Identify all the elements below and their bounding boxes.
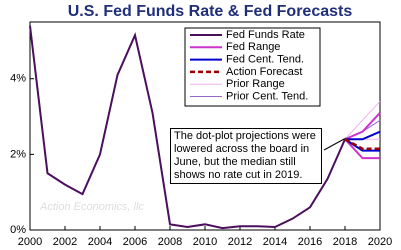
series-line [344, 101, 381, 140]
x-tick-label: 2002 [53, 236, 77, 248]
x-tick-label: 2012 [228, 236, 252, 248]
annotation: The dot-plot projections were lowered ac… [170, 128, 322, 184]
series-line [344, 138, 380, 152]
x-tick-label: 2008 [158, 236, 182, 248]
y-tick-label: 2% [10, 148, 26, 160]
series-line [344, 138, 380, 160]
legend [184, 27, 321, 107]
annotation-arrow [323, 137, 347, 151]
chart-title: U.S. Fed Funds Rate & Fed Forecasts [68, 3, 353, 20]
legend-label: Fed Cent. Tend. [226, 54, 304, 66]
legend-label: Prior Range [226, 78, 285, 90]
y-tick-label: 0% [10, 224, 26, 236]
legend-label: Action Forecast [226, 66, 302, 78]
series-line [345, 130, 381, 141]
y-tick-label: 4% [10, 73, 26, 85]
x-tick-label: 2016 [298, 236, 322, 248]
series-line [29, 25, 346, 230]
legend-label: Prior Cent. Tend. [226, 90, 308, 102]
x-tick-label: 2006 [123, 236, 147, 248]
series-line [344, 138, 380, 150]
series-line [344, 112, 381, 141]
legend-label: Fed Funds Rate [226, 29, 305, 41]
series-line [345, 131, 381, 140]
x-tick-label: 2010 [193, 236, 217, 248]
x-tick-label: 2018 [333, 236, 357, 248]
x-tick-label: 2000 [18, 236, 42, 248]
legend-label: Fed Range [226, 41, 280, 53]
watermark: Action Economics, llc [39, 201, 144, 213]
x-tick-label: 2020 [368, 236, 392, 248]
x-tick-label: 2014 [263, 236, 287, 248]
x-tick-label: 2004 [88, 236, 112, 248]
